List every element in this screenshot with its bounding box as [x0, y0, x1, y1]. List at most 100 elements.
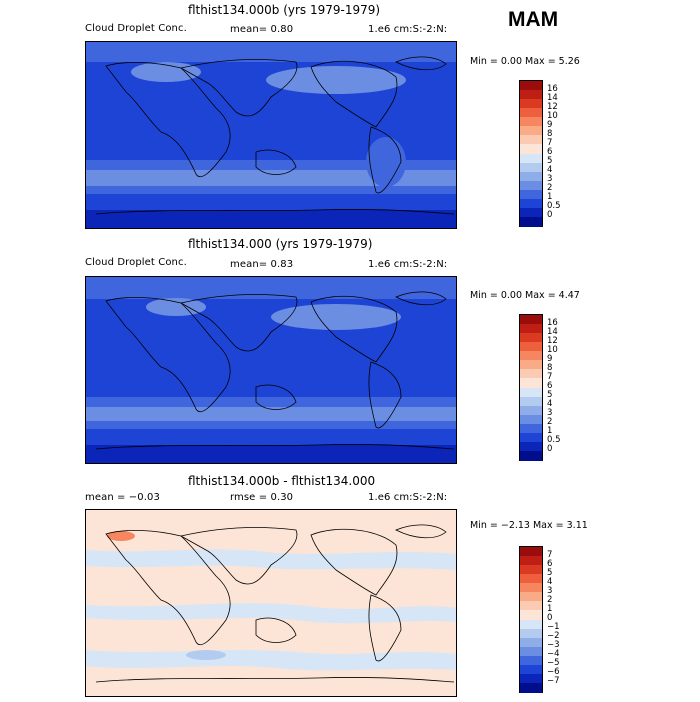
colorbar-segment — [520, 628, 542, 639]
colorbar-segment — [520, 673, 542, 684]
colorbar-tick-label: 10 — [547, 110, 558, 121]
colorbar-tick-label: 0.5 — [547, 201, 561, 212]
colorbar-tick-label: 2 — [547, 417, 553, 428]
panel-3-mean-label: mean = −0.03 — [85, 492, 160, 503]
panel-3-colorbar-ticks: 7 6 5 4 3 2 1 0 −1 −2 −3 −4 −5 −6 −7 — [547, 542, 587, 702]
colorbar-tick-label: 7 — [547, 137, 553, 148]
colorbar-segment — [520, 189, 542, 200]
panel-3-map-svg — [86, 510, 456, 696]
colorbar-segment — [520, 583, 542, 593]
colorbar-tick-label: 6 — [547, 147, 553, 157]
colorbar-segment — [520, 126, 542, 136]
colorbar-tick-label: 16 — [547, 83, 558, 94]
colorbar-segment — [520, 351, 542, 361]
panel-1-min-max: Min = 0.00 Max = 5.26 — [470, 56, 580, 67]
colorbar-tick-label: 16 — [547, 317, 558, 328]
map-patch-south-america — [366, 137, 406, 187]
colorbar-tick-label: −3 — [547, 640, 560, 651]
panel-2-mean-label: mean= 0.83 — [230, 259, 294, 270]
season-label: MAM — [508, 8, 559, 31]
colorbar-tick-label: 8 — [547, 362, 553, 373]
map-patch-nw-pacific — [266, 66, 406, 94]
colorbar-tick-label: 5 — [547, 156, 553, 167]
colorbar-segment — [520, 655, 542, 666]
colorbar-segment — [520, 396, 542, 407]
colorbar-tick-label: 12 — [547, 101, 558, 112]
panel-3-units-label: 1.e6 cm:S:-2:N: — [368, 492, 448, 503]
map-negative-band-2 — [86, 603, 456, 624]
colorbar-segment — [520, 144, 542, 154]
map-negative-band-3 — [86, 650, 456, 671]
colorbar-segment — [520, 574, 542, 584]
colorbar-tick-label: 6 — [547, 558, 553, 569]
colorbar-segment — [520, 99, 542, 109]
panel-2-map-svg — [86, 277, 456, 463]
colorbar-tick-label: −6 — [547, 667, 560, 678]
colorbar-segment — [520, 387, 542, 398]
map-negative-spot — [186, 650, 226, 660]
panel-3-rmse-label: rmse = 0.30 — [230, 492, 294, 503]
colorbar-segment — [520, 198, 542, 209]
colorbar-tick-label: 14 — [547, 92, 558, 103]
colorbar-tick-label: 3 — [547, 585, 553, 596]
panel-1-colorbar-ticks: 16 14 12 10 9 8 7 6 5 4 3 2 1 0.5 0 — [547, 76, 587, 236]
colorbar-segment — [520, 369, 542, 379]
colorbar-segment — [520, 565, 542, 575]
colorbar-segment — [520, 646, 542, 657]
colorbar-tick-label: 4 — [547, 576, 553, 587]
panel-1-title: flthist134.000b (yrs 1979-1979) — [188, 3, 381, 17]
panel-3-map — [85, 509, 457, 697]
map-patch-europe — [131, 62, 201, 82]
map-band-arctic — [86, 277, 456, 299]
colorbar-tick-label: 5 — [547, 390, 553, 401]
colorbar-tick-label: 2 — [547, 183, 553, 194]
colorbar-segment — [520, 432, 542, 443]
panel-3-colorbar — [519, 546, 543, 693]
map-negative-band-1 — [86, 549, 456, 570]
panel-3-min-max: Min = −2.13 Max = 3.11 — [470, 520, 588, 531]
colorbar-segment — [520, 108, 542, 118]
colorbar-segment — [520, 682, 542, 693]
colorbar-tick-label: 0.5 — [547, 435, 561, 446]
colorbar-tick-label: 3 — [547, 408, 553, 419]
colorbar-segment — [520, 592, 542, 602]
colorbar-segment — [520, 162, 542, 173]
map-coastlines — [95, 56, 455, 215]
colorbar-segment — [520, 664, 542, 675]
panel-1-map — [85, 41, 457, 229]
colorbar-segment — [520, 423, 542, 434]
colorbar-segment — [520, 637, 542, 648]
map-coastlines — [95, 291, 455, 450]
panel-1-colorbar — [519, 80, 543, 227]
colorbar-tick-label: 0 — [547, 444, 553, 455]
colorbar-segment — [520, 324, 542, 334]
panel-1-map-svg — [86, 42, 456, 228]
colorbar-tick-label: 8 — [547, 128, 553, 139]
colorbar-segment — [520, 360, 542, 370]
map-band-southern-inner — [86, 407, 456, 421]
colorbar-segment — [520, 414, 542, 425]
colorbar-tick-label: 9 — [547, 119, 553, 130]
colorbar-segment — [520, 619, 542, 630]
colorbar-segment — [520, 547, 542, 557]
map-positive-hotspot — [107, 531, 135, 541]
panel-1-mean-label: mean= 0.80 — [230, 24, 294, 35]
colorbar-tick-label: 9 — [547, 353, 553, 364]
colorbar-tick-label: 6 — [547, 381, 553, 391]
colorbar-tick-label: 3 — [547, 174, 553, 185]
panel-2-title: flthist134.000 (yrs 1979-1979) — [188, 237, 373, 251]
panel-2-colorbar-ticks: 16 14 12 10 9 8 7 6 5 4 3 2 1 0.5 0 — [547, 310, 587, 470]
panel-3-title: flthist134.000b - flthist134.000 — [188, 474, 376, 488]
colorbar-segment — [520, 117, 542, 127]
colorbar-segment — [520, 135, 542, 145]
map-coastlines — [95, 524, 455, 683]
colorbar-segment — [520, 81, 542, 91]
panel-2-units-label: 1.e6 cm:S:-2:N: — [368, 259, 448, 270]
colorbar-tick-label: −1 — [547, 622, 560, 633]
panel-2-colorbar — [519, 314, 543, 461]
colorbar-segment — [520, 601, 542, 611]
map-band-antarctic — [86, 445, 456, 463]
colorbar-tick-label: −5 — [547, 658, 560, 669]
colorbar-tick-label: 0 — [547, 210, 553, 221]
colorbar-tick-label: 4 — [547, 165, 553, 176]
